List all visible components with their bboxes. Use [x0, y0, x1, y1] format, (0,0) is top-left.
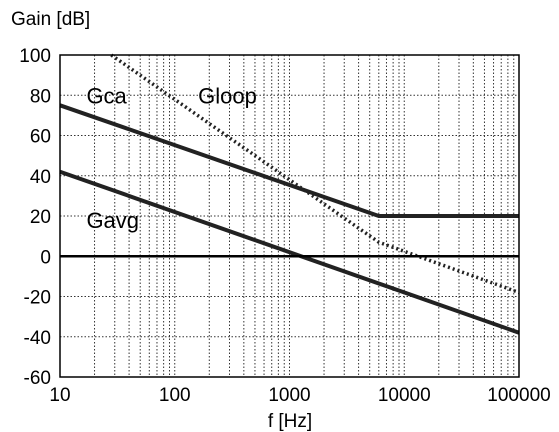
y-tick-label: -20	[24, 288, 51, 309]
y-tick-label: -40	[24, 328, 51, 349]
x-tick-label: 100000	[487, 385, 550, 406]
y-tick-label: -60	[24, 368, 51, 389]
x-tick-label: 10	[49, 385, 70, 406]
series-label-gca: Gca	[86, 83, 127, 108]
x-tick-label: 10000	[378, 385, 431, 406]
y-tick-label: 60	[30, 127, 51, 148]
y-tick-label: 80	[30, 86, 51, 107]
series-label-gloop: Gloop	[198, 83, 257, 108]
x-axis-title: f [Hz]	[268, 411, 312, 432]
series-group	[59, 53, 520, 335]
series-line-gloop	[110, 53, 520, 295]
series-label-gavg: Gavg	[86, 208, 139, 233]
y-tick-label: 20	[30, 207, 51, 228]
plot-frame	[59, 54, 520, 378]
y-tick-label: 40	[30, 167, 51, 188]
series-line-gca	[59, 103, 519, 218]
x-tick-label: 100	[159, 385, 191, 406]
y-tick-label: 0	[40, 247, 51, 268]
y-tick-label: 100	[19, 46, 51, 67]
y-axis-title: Gain [dB]	[11, 9, 90, 30]
series-line-gavg	[59, 169, 520, 335]
x-tick-label: 1000	[268, 385, 310, 406]
annotations: Gca Gloop Gavg	[86, 83, 256, 233]
